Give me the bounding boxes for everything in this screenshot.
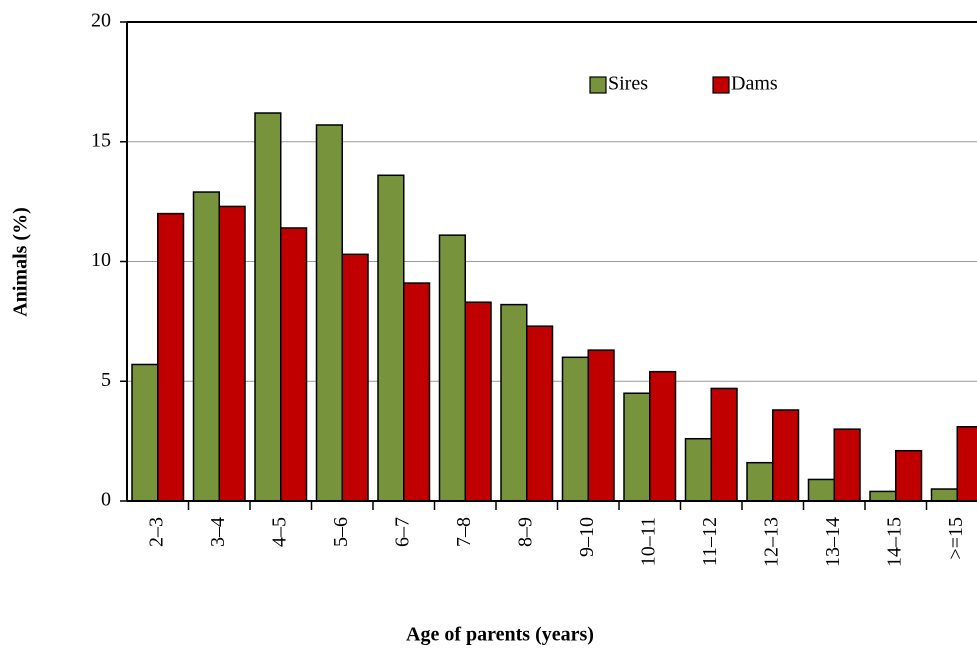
bar (623, 392, 651, 502)
x-tick-label: 9–10 (576, 517, 598, 557)
bar (710, 387, 738, 502)
y-axis-title: Animals (%) (10, 207, 32, 316)
bar (403, 282, 431, 502)
legend-label: Dams (731, 73, 778, 95)
x-tick-label: 6–7 (391, 517, 413, 547)
x-tick-label: 12–13 (760, 517, 782, 567)
bar (500, 303, 528, 502)
x-tick-label: 4–5 (268, 517, 290, 547)
x-tick-label: 11–12 (699, 517, 721, 566)
bar (315, 124, 343, 502)
bar (254, 112, 282, 502)
x-tick-label: >=15 (945, 517, 967, 560)
bar (587, 349, 615, 502)
bar (526, 325, 554, 502)
bar (464, 301, 492, 502)
bar (772, 409, 800, 502)
legend-label: Sires (608, 73, 648, 95)
x-tick-label: 2–3 (145, 517, 167, 547)
bar (192, 191, 220, 502)
bar (956, 426, 977, 502)
bar (438, 234, 466, 502)
x-tick-label: 8–9 (514, 517, 536, 547)
y-tick-label: 0 (101, 489, 111, 511)
bar (930, 488, 958, 502)
x-tick-label: 7–8 (453, 517, 475, 547)
x-axis-title: Age of parents (years) (406, 624, 594, 646)
bar (377, 174, 405, 502)
x-tick-label: 3–4 (207, 517, 229, 547)
bar (157, 212, 185, 502)
bar (869, 490, 897, 502)
legend-swatch (589, 76, 607, 94)
bar (807, 478, 835, 502)
y-tick-label: 20 (91, 10, 111, 32)
bar (684, 437, 712, 502)
y-tick-label: 5 (101, 369, 111, 391)
bar (218, 205, 246, 502)
bar (895, 449, 923, 502)
bar (131, 363, 159, 502)
bar (833, 428, 861, 502)
bar (280, 227, 308, 502)
x-tick-label: 10–11 (637, 517, 659, 566)
bar (341, 253, 369, 502)
x-tick-label: 13–14 (822, 517, 844, 567)
y-tick-label: 15 (91, 129, 111, 151)
bar (649, 370, 677, 502)
x-tick-label: 14–15 (883, 517, 905, 567)
bar (746, 461, 774, 502)
bar (561, 356, 589, 502)
x-tick-label: 5–6 (330, 517, 352, 547)
legend-swatch (712, 76, 730, 94)
y-tick-label: 10 (91, 249, 111, 271)
